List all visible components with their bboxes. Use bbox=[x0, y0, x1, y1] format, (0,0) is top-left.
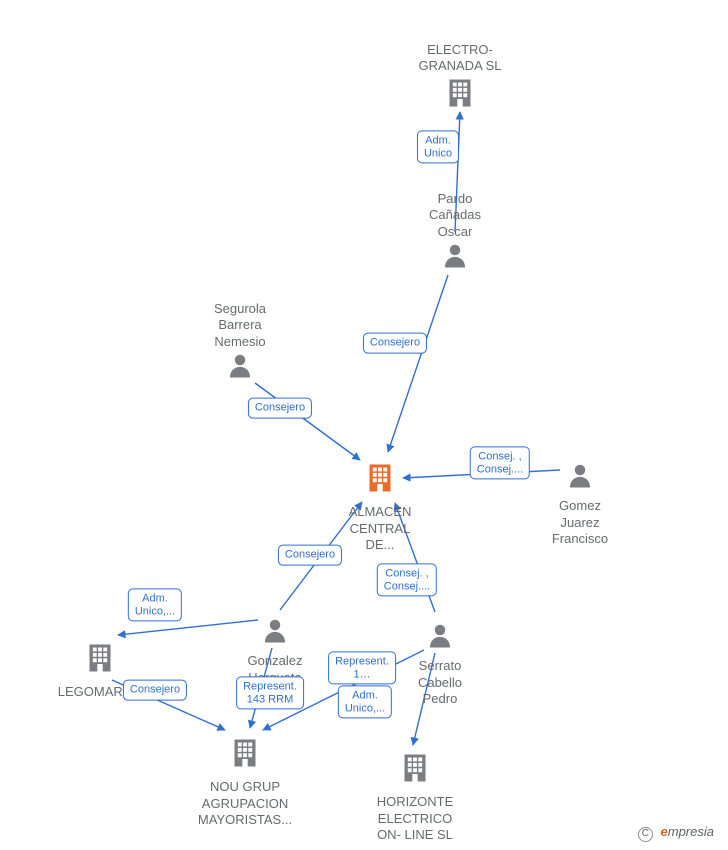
node-segurola[interactable]: Segurola Barrera Nemesio bbox=[180, 297, 300, 384]
edge-label-0: Adm. Unico bbox=[417, 130, 459, 163]
person-icon bbox=[520, 460, 640, 494]
edge-line-1 bbox=[388, 275, 448, 452]
edge-label-9: Represent. 1… bbox=[328, 651, 396, 684]
edge-label-1: Consejero bbox=[363, 333, 427, 354]
edge-label-7: Consejero bbox=[123, 680, 187, 701]
copyright-symbol: C bbox=[638, 827, 653, 842]
node-gomez[interactable]: Gomez Juarez Francisco bbox=[520, 460, 640, 547]
copyright: C empresia bbox=[638, 824, 714, 842]
node-label-horizonte: HORIZONTE ELECTRICO ON- LINE SL bbox=[355, 794, 475, 843]
node-label-segurola: Segurola Barrera Nemesio bbox=[180, 301, 300, 350]
edges-layer bbox=[0, 0, 728, 850]
edge-label-2: Consejero bbox=[248, 398, 312, 419]
person-icon bbox=[395, 240, 515, 274]
edge-label-6: Adm. Unico,... bbox=[128, 588, 182, 621]
node-label-gomez: Gomez Juarez Francisco bbox=[520, 498, 640, 547]
person-icon bbox=[215, 615, 335, 649]
node-label-pardo: Pardo Cañadas Oscar bbox=[395, 191, 515, 240]
edge-label-5: Consej. , Consej.... bbox=[377, 563, 437, 596]
building-icon bbox=[355, 750, 475, 790]
edge-line-2 bbox=[255, 383, 360, 460]
building-icon bbox=[400, 75, 520, 115]
node-label-serrato: Serrato Cabello Pedro bbox=[380, 658, 500, 707]
brand-initial: e bbox=[661, 824, 668, 839]
edge-label-3: Consej. , Consej.... bbox=[470, 446, 530, 479]
building-icon bbox=[185, 735, 305, 775]
node-horizonte[interactable]: HORIZONTE ELECTRICO ON- LINE SL bbox=[355, 750, 475, 843]
building-icon bbox=[320, 460, 440, 500]
brand-rest: mpresia bbox=[668, 824, 714, 839]
node-nougrup[interactable]: NOU GRUP AGRUPACION MAYORISTAS... bbox=[185, 735, 305, 828]
node-almacen[interactable]: ALMACEN CENTRAL DE... bbox=[320, 460, 440, 553]
node-pardo[interactable]: Pardo Cañadas Oscar bbox=[395, 187, 515, 274]
edge-label-10: Adm. Unico,... bbox=[338, 685, 392, 718]
person-icon bbox=[180, 350, 300, 384]
node-electro[interactable]: ELECTRO- GRANADA SL bbox=[400, 38, 520, 115]
person-icon bbox=[380, 620, 500, 654]
diagram-canvas: ELECTRO- GRANADA SL Pardo Cañadas Oscar Se… bbox=[0, 0, 728, 850]
node-label-electro: ELECTRO- GRANADA SL bbox=[400, 42, 520, 75]
building-icon bbox=[40, 640, 160, 680]
edge-label-8: Represent. 143 RRM bbox=[236, 676, 304, 709]
edge-label-4: Consejero bbox=[278, 545, 342, 566]
node-label-nougrup: NOU GRUP AGRUPACION MAYORISTAS... bbox=[185, 779, 305, 828]
node-serrato[interactable]: Serrato Cabello Pedro bbox=[380, 620, 500, 707]
